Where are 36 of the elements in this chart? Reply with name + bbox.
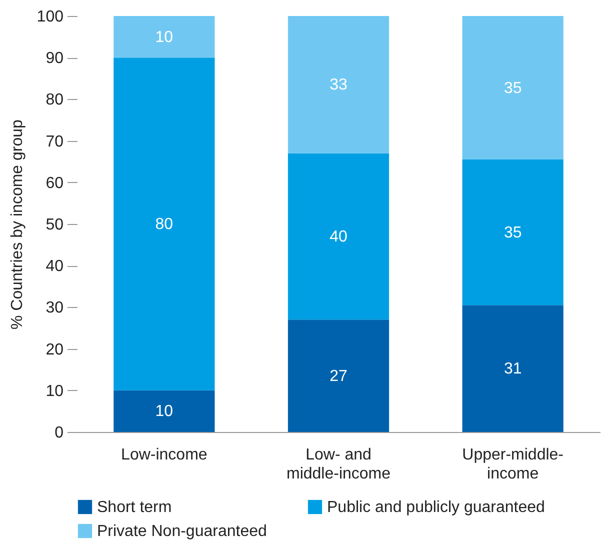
- bar: [114, 390, 215, 432]
- legend-label: Public and publicly guaranteed: [327, 499, 545, 516]
- data-label: 27: [330, 368, 348, 385]
- bar: [288, 320, 390, 432]
- y-axis-title: % Countries by income group: [8, 119, 26, 330]
- bar: [462, 16, 564, 160]
- y-tick-label: 60: [46, 174, 64, 192]
- data-label: 10: [155, 403, 174, 420]
- bar: [462, 305, 564, 432]
- data-label: 10: [155, 28, 174, 46]
- bar: [114, 58, 215, 390]
- y-tick-label: 80: [46, 92, 64, 109]
- x-tick-label: Upper-middle- income: [462, 446, 564, 482]
- y-tick-label: 50: [46, 216, 64, 234]
- x-tick-label: Low- and middle-income: [286, 446, 391, 482]
- data-label: 80: [155, 216, 174, 233]
- data-label: 35: [504, 224, 522, 242]
- y-tick-label: 40: [46, 258, 64, 276]
- y-tick-label: 10: [46, 382, 64, 400]
- legend-label: Private Non-guaranteed: [97, 523, 267, 540]
- data-label: 33: [330, 76, 348, 94]
- bar: [462, 160, 564, 306]
- y-tick-label: 100: [36, 8, 64, 26]
- y-tick-label: 70: [46, 133, 64, 150]
- data-label: 35: [504, 80, 522, 97]
- y-tick-label: 30: [46, 300, 64, 317]
- legend-label: Short term: [97, 499, 172, 516]
- data-label: 40: [330, 228, 348, 246]
- x-tick-label: Low-income: [121, 446, 208, 464]
- bar: [288, 153, 390, 320]
- y-tick-label: 20: [46, 341, 64, 358]
- y-tick-label: 0: [54, 424, 64, 442]
- y-tick-label: 90: [46, 50, 64, 68]
- data-label: 31: [504, 360, 522, 378]
- bar: [288, 16, 390, 154]
- bar: [114, 16, 215, 58]
